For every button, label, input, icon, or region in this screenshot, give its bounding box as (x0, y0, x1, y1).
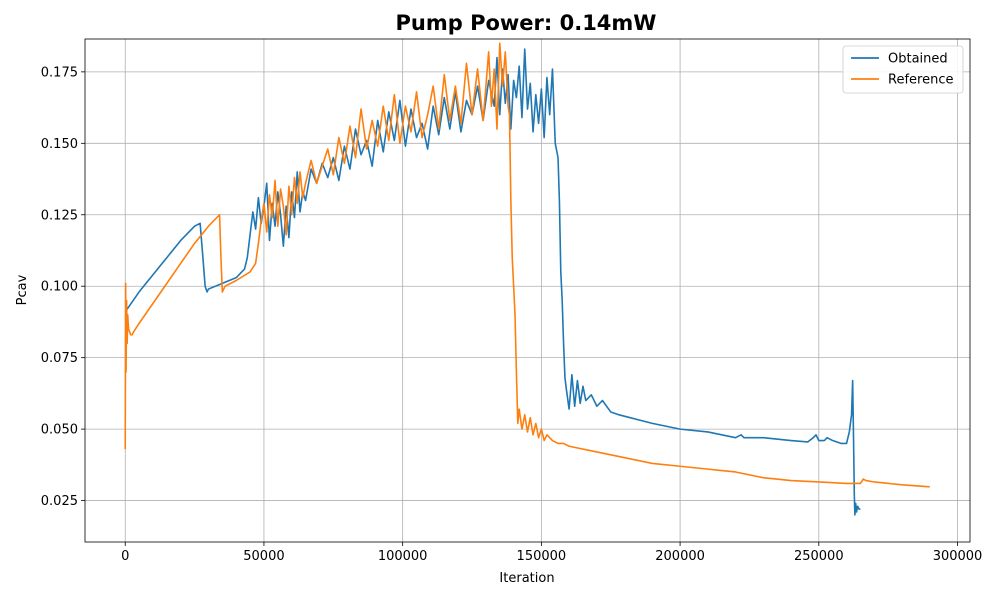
series-line-reference (124, 42, 930, 488)
chart-title: Pump Power: 0.14mW (396, 11, 657, 35)
x-tick-label: 0 (121, 549, 129, 564)
y-tick-label: 0.050 (41, 423, 78, 438)
y-axis-label: Pcav (15, 274, 30, 305)
x-tick-label: 200000 (655, 549, 705, 564)
y-tick-label: 0.075 (41, 351, 78, 366)
y-tick-label: 0.150 (41, 137, 78, 152)
y-tick-label: 0.175 (41, 65, 78, 80)
x-tick-label: 100000 (378, 549, 428, 564)
x-ticks: 0 50000 100000 150000 200000 250000 300000 (121, 542, 982, 564)
series-group (124, 42, 930, 516)
y-tick-label: 0.025 (41, 494, 78, 509)
x-tick-label: 250000 (794, 549, 844, 564)
x-tick-label: 150000 (517, 549, 567, 564)
y-ticks: 0.025 0.050 0.075 0.100 0.125 0.150 0.175 (41, 65, 85, 509)
legend-label: Reference (888, 73, 953, 88)
y-tick-label: 0.100 (41, 280, 78, 295)
x-tick-label: 50000 (243, 549, 284, 564)
legend-label: Obtained (888, 52, 948, 67)
legend: Obtained Reference (842, 45, 964, 94)
y-tick-label: 0.125 (41, 208, 78, 223)
x-axis-label: Iteration (499, 571, 554, 586)
x-tick-label: 300000 (933, 549, 983, 564)
plot-frame (84, 38, 971, 543)
